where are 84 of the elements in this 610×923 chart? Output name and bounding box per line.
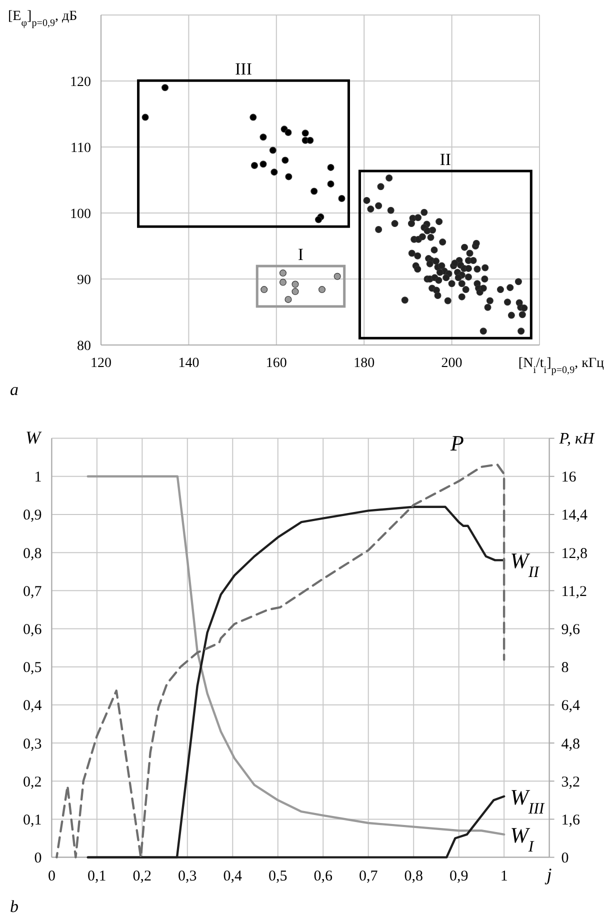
y-tick-label: 0,9 (22, 508, 42, 524)
series-label: I (298, 245, 304, 264)
point (327, 180, 334, 188)
y2-tick-label: 12,8 (561, 546, 588, 562)
point (284, 296, 292, 303)
y-tick-label: 120 (70, 74, 91, 90)
y-tick-label: 0,7 (22, 584, 42, 600)
y2-tick-label: 8 (561, 660, 569, 676)
x-tick-label: 0,3 (178, 868, 197, 884)
y2-tick-label: 6,4 (561, 698, 581, 714)
x-tick-label: 0,2 (132, 868, 152, 884)
x-tick-label: 200 (441, 356, 462, 371)
series-label: W$_{III}$ (510, 784, 545, 817)
x-tick-label: 0,7 (358, 868, 378, 884)
x-tick-label: 0,9 (449, 868, 468, 884)
x-tick-label: 0,5 (268, 868, 288, 884)
point (260, 286, 268, 294)
point (306, 136, 314, 144)
x-tick-label: 140 (178, 356, 200, 371)
y-tick-label: 1 (34, 470, 42, 486)
point (292, 280, 299, 288)
y2-tick-label: 3,2 (561, 774, 580, 790)
x-tick-label: 0,8 (404, 868, 423, 884)
x-tick-label: 160 (266, 356, 287, 371)
x-tick-label: 0,4 (223, 868, 243, 884)
point (250, 114, 257, 121)
series-label: W$_{II}$ (510, 548, 540, 581)
point (270, 168, 278, 176)
text: b (10, 897, 18, 916)
point (260, 160, 267, 168)
point (318, 286, 326, 294)
y-tick-label: 0,5 (22, 660, 42, 676)
point (292, 288, 299, 296)
point (260, 134, 267, 141)
series-label: P (450, 430, 464, 456)
point (284, 128, 292, 136)
y2-tick-label: 0 (561, 850, 569, 867)
x-tick-label: 1 (500, 868, 508, 884)
y-tick-label: 0,8 (22, 546, 42, 562)
y-tick-label: 0,4 (22, 698, 42, 714)
y-tick-label: 0,3 (22, 736, 42, 752)
point (279, 278, 286, 286)
y2-tick-label: 9,6 (561, 622, 581, 638)
series-label: W$_{I}$ (510, 822, 534, 855)
point (142, 114, 149, 121)
text: III (235, 60, 252, 79)
point (334, 272, 341, 280)
x-axis-title: [N$_{i}$/t$_{i}$]$_{p=0,9}$, кГц (518, 356, 605, 376)
y2-tick-label: 14,4 (561, 508, 588, 524)
x-tick-label: 0,6 (314, 868, 333, 884)
point (327, 164, 334, 171)
line-series (56, 463, 506, 858)
y2-axis-title: P, кН (558, 430, 596, 448)
y2-tick-label: 16 (561, 470, 577, 486)
point (250, 162, 258, 169)
y-axis-title: [E$_{φ}$]$_{p=0,9}$, дБ (8, 9, 78, 28)
point (302, 130, 309, 137)
y2-tick-label: 11,2 (561, 584, 588, 600)
point (338, 194, 346, 202)
x-tick-label: 180 (354, 356, 375, 371)
text: a (10, 380, 18, 399)
point (162, 84, 169, 92)
y-tick-label: 0,1 (22, 812, 42, 828)
y-tick-label: 80 (77, 338, 91, 354)
point (285, 173, 292, 180)
x-axis-title: j (544, 864, 552, 884)
y-tick-label: 100 (70, 206, 91, 222)
y-tick-label: 110 (70, 140, 91, 156)
y-axis-title: W (26, 427, 42, 448)
point (314, 216, 322, 224)
y-tick-label: 0,6 (22, 622, 42, 638)
y2-tick-label: 1,6 (561, 812, 581, 828)
point (269, 146, 276, 154)
y-tick-label: 0,2 (22, 774, 42, 790)
point (282, 156, 289, 164)
x-tick-label: 0,1 (88, 868, 106, 884)
x-tick-label: 0 (48, 868, 56, 884)
x-tick-label: 120 (90, 356, 112, 371)
point (279, 270, 286, 277)
text: II (440, 150, 452, 170)
point (310, 188, 318, 195)
y-tick-label: 90 (77, 272, 91, 288)
y-tick-label: 0 (34, 850, 42, 867)
y2-tick-label: 4,8 (561, 736, 580, 752)
